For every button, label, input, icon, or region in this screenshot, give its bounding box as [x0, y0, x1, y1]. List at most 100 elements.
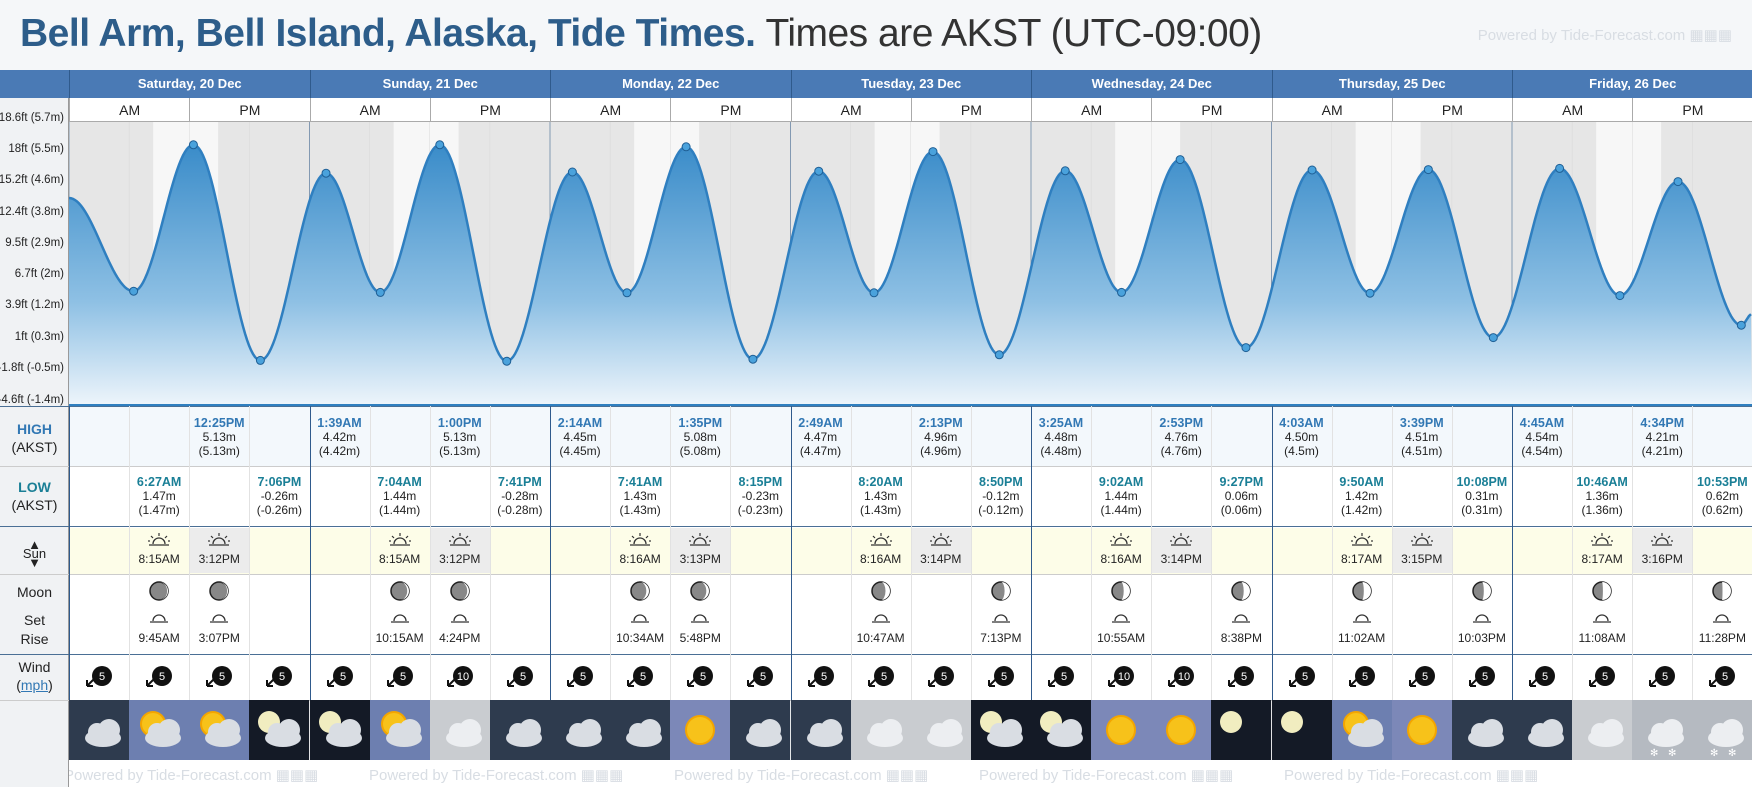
ampm-label: PM — [429, 98, 550, 122]
day-label: Wednesday, 24 Dec — [1031, 70, 1272, 98]
ampm-label: PM — [1391, 98, 1512, 122]
sunset-time: 3:16PM — [1641, 552, 1683, 566]
high-tide-height-alt: (4.47m) — [799, 444, 842, 458]
high-tide-height-alt: (4.51m) — [1401, 444, 1443, 458]
low-tide-point[interactable] — [622, 288, 632, 298]
y-axis-label: -4.6ft (-1.4m) — [0, 394, 64, 406]
high-tide-height: 4.45m — [563, 430, 597, 444]
moon-cloud-weather-icon — [970, 700, 1031, 760]
low-tide-point[interactable] — [1615, 291, 1625, 301]
low-tide-time: 8:50PM — [978, 475, 1023, 489]
ampm-label: PM — [189, 98, 310, 122]
high-tide-point[interactable] — [567, 167, 577, 177]
sunset-time: 3:13PM — [679, 552, 721, 566]
low-tide-point[interactable] — [375, 287, 385, 297]
low-tide-point[interactable] — [994, 350, 1004, 360]
high-tide-point[interactable] — [435, 140, 445, 150]
high-tide-point[interactable] — [1060, 166, 1070, 176]
sunrise-time: 8:17AM — [1340, 552, 1383, 566]
low-tide-point[interactable] — [1241, 343, 1251, 353]
wind-direction-icon: 10 — [1168, 666, 1195, 687]
low-tide-point[interactable] — [748, 354, 758, 364]
high-tide-point[interactable] — [681, 142, 691, 152]
high-tide-point[interactable] — [188, 140, 198, 150]
sunset-time: 3:14PM — [1160, 552, 1202, 566]
high-tide-entry: 1:00PM 5.13m (5.13m) — [430, 416, 490, 458]
high-tide-point[interactable] — [1555, 163, 1565, 173]
high-tide-point[interactable] — [1423, 165, 1433, 175]
moon-time: 11:08AM — [1578, 631, 1626, 645]
y-axis-label: 12.4ft (3.8m) — [0, 206, 64, 218]
low-tide-point[interactable] — [502, 356, 512, 366]
moon-time: 3:07PM — [198, 631, 240, 645]
svg-text:✻: ✻ — [1710, 748, 1718, 759]
moonrise-icon — [631, 614, 650, 623]
high-tide-time: 12:25PM — [193, 416, 245, 430]
high-tide-entry: 4:03AM 4.50m (4.5m) — [1272, 416, 1332, 458]
high-tide-height: 4.42m — [322, 430, 357, 444]
low-tide-height-alt: (1.43m) — [619, 503, 661, 517]
high-tide-entry: 1:35PM 5.08m (5.08m) — [670, 416, 730, 458]
low-tide-point[interactable] — [869, 288, 879, 298]
row-labels-column: 18.6ft (5.7m) 18ft (5.5m) 15.2ft (4.6m) 12.… — [0, 70, 69, 787]
moon-phase-icon — [450, 581, 470, 601]
low-tide-height-alt: (1.42m) — [1340, 503, 1383, 517]
low-tide-time: 9:50AM — [1339, 475, 1384, 489]
wind-speed: 5 — [640, 671, 646, 683]
high-tide-point[interactable] — [928, 147, 938, 157]
tide-area — [69, 144, 1752, 406]
high-tide-point[interactable] — [1175, 155, 1185, 165]
wind-speed: 5 — [1542, 671, 1548, 683]
sunset-icon — [1410, 533, 1433, 546]
low-label: LOW (AKST) — [11, 479, 58, 513]
high-tide-height-alt: (4.54m) — [1521, 444, 1563, 458]
low-tide-point[interactable] — [1365, 288, 1375, 298]
wind-speed: 5 — [700, 671, 706, 683]
low-tide-point[interactable] — [129, 286, 139, 296]
wind-label: Wind (mph) — [16, 659, 53, 693]
low-tide-height-alt: (1.44m) — [1100, 503, 1142, 517]
powered-by-text: Powered by Tide-Forecast.com — [1477, 27, 1686, 44]
high-tide-time: 1:39AM — [317, 416, 362, 430]
overcast-weather-icon — [910, 700, 971, 760]
high-tide-point[interactable] — [814, 166, 824, 176]
low-tide-height: 1.44m — [1104, 489, 1138, 503]
low-tide-height: 0.62m — [1705, 489, 1740, 503]
low-tide-point[interactable] — [1736, 320, 1746, 330]
wind-direction-icon: 5 — [1348, 666, 1375, 687]
high-tide-point[interactable] — [1307, 165, 1317, 175]
sunset-icon — [689, 533, 712, 546]
wind-speed: 5 — [1301, 671, 1307, 683]
cloud-weather-icon — [489, 700, 550, 760]
low-tide-point[interactable] — [1488, 333, 1498, 343]
low-tide-height: 1.47m — [142, 489, 176, 503]
moon-time: 8:38PM — [1220, 631, 1263, 645]
high-tide-point[interactable] — [1673, 177, 1683, 187]
wind-speed: 5 — [1602, 671, 1608, 683]
day-divider-row — [550, 406, 551, 700]
wind-direction-icon: 5 — [1589, 666, 1616, 687]
low-tide-height: 1.43m — [863, 489, 898, 503]
wind-direction-icon: 5 — [627, 666, 654, 687]
high-label: HIGH (AKST) — [11, 421, 58, 455]
day-divider-row — [69, 406, 70, 700]
low-tide-height-alt: (-0.26m) — [256, 503, 303, 517]
high-tide-point[interactable] — [321, 168, 331, 178]
slot-divider-row — [1151, 406, 1153, 700]
low-tide-height: 1.36m — [1585, 489, 1619, 503]
low-tide-entry: 10:46AM 1.36m (1.36m) — [1572, 475, 1632, 517]
slot-divider-row — [1572, 406, 1574, 700]
low-tide-point[interactable] — [255, 355, 265, 365]
moonrise-icon — [991, 614, 1010, 623]
snow-cloud-weather-icon: ✻ ✻ — [1632, 700, 1693, 760]
sunrise-time: 8:15AM — [138, 552, 180, 566]
moon-phase-icon — [1231, 581, 1252, 601]
slot-divider-row — [429, 406, 431, 700]
y-axis-label: 1ft (0.3m) — [14, 331, 64, 343]
wind-unit-link[interactable]: mph — [20, 677, 49, 693]
wind-speed: 5 — [520, 671, 526, 683]
overcast-weather-icon — [429, 700, 490, 760]
low-tide-point[interactable] — [1117, 287, 1127, 297]
wind-speed: 5 — [760, 671, 766, 683]
wind-direction-icon: 5 — [867, 666, 894, 687]
